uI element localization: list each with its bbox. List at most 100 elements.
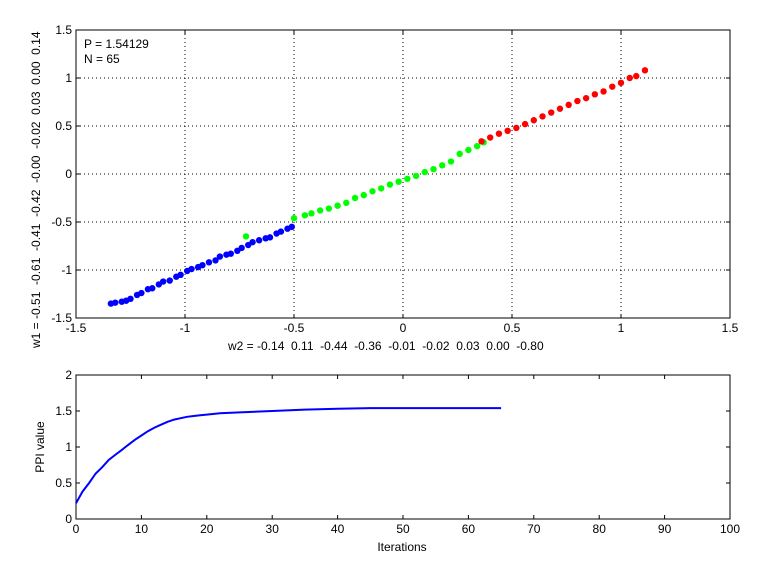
ppi-y-axis-label: PPI value bbox=[33, 421, 47, 473]
scatter-point bbox=[288, 223, 296, 230]
scatter-point bbox=[574, 97, 581, 105]
scatter-point bbox=[325, 205, 333, 212]
scatter-point bbox=[626, 74, 633, 82]
scatter-point bbox=[539, 113, 546, 120]
ppi-x-tick-label: 50 bbox=[396, 522, 410, 536]
scatter-point bbox=[495, 130, 503, 137]
ppi-x-tick-label: 20 bbox=[200, 522, 214, 536]
scatter-y-axis-label: w1 = -0.51 -0.61 -0.41 -0.42 -0.00 -0.02… bbox=[29, 31, 43, 349]
ppi-y-tick-label: 0.5 bbox=[55, 476, 72, 490]
scatter-point bbox=[609, 83, 616, 90]
scatter-point bbox=[266, 234, 274, 241]
ppi-x-ticks: 0 10 20 30 40 50 60 70 80 90 100 bbox=[73, 375, 740, 536]
scatter-y-ticks: -1.5 -1 -0.5 0 0.5 1 1.5 bbox=[51, 23, 730, 325]
scatter-point bbox=[227, 250, 234, 257]
scatter-series-0 bbox=[107, 223, 296, 307]
scatter-point bbox=[465, 146, 472, 154]
ppi-y-ticks: 0 0.5 1 1.5 2 bbox=[55, 368, 730, 526]
ppi-x-axis-label: Iterations bbox=[377, 540, 426, 554]
ppi-x-tick-label: 70 bbox=[527, 522, 541, 536]
ppi-line bbox=[75, 407, 502, 504]
scatter-point bbox=[530, 117, 537, 124]
scatter-series-1 bbox=[242, 139, 487, 240]
scatter-y-tick-label: -0.5 bbox=[51, 215, 72, 229]
scatter-x-axis-label: w2 = -0.14 0.11 -0.44 -0.36 -0.01 -0.02 … bbox=[227, 339, 544, 353]
scatter-point bbox=[447, 158, 455, 165]
scatter-y-tick-label: 1 bbox=[65, 71, 72, 85]
scatter-points bbox=[107, 67, 649, 307]
scatter-point bbox=[351, 194, 359, 202]
ppi-x-tick-label: 40 bbox=[331, 522, 345, 536]
scatter-point bbox=[149, 285, 156, 292]
scatter-point bbox=[242, 233, 250, 240]
scatter-x-tick-label: 1 bbox=[618, 321, 625, 335]
scatter-point bbox=[369, 188, 376, 195]
scatter-point bbox=[199, 262, 206, 269]
scatter-point bbox=[521, 120, 529, 128]
scatter-point bbox=[556, 105, 564, 112]
scatter-point bbox=[177, 271, 184, 278]
annotation-n-value: N = 65 bbox=[84, 52, 120, 66]
scatter-y-tick-label: 0 bbox=[65, 167, 72, 181]
scatter-point bbox=[473, 142, 481, 150]
scatter-point bbox=[439, 162, 446, 169]
ppi-series-line-0 bbox=[75, 407, 502, 504]
scatter-point bbox=[138, 289, 145, 297]
scatter-point bbox=[633, 72, 640, 80]
scatter-point bbox=[160, 278, 167, 285]
scatter-point bbox=[600, 88, 607, 95]
scatter-y-tick-label: -1.5 bbox=[51, 311, 72, 325]
scatter-point bbox=[478, 138, 485, 145]
scatter-point bbox=[565, 101, 572, 109]
scatter-y-tick-label: -1 bbox=[61, 263, 72, 277]
scatter-point bbox=[487, 134, 494, 141]
scatter-point bbox=[513, 124, 520, 132]
ppi-y-tick-label: 2 bbox=[65, 368, 72, 382]
ppi-axes-box bbox=[75, 374, 731, 520]
ppi-y-tick-label: 0 bbox=[65, 512, 72, 526]
ppi-x-tick-label: 100 bbox=[720, 522, 740, 536]
scatter-x-tick-label: 0 bbox=[400, 321, 407, 335]
ppi-y-tick-label: 1.5 bbox=[55, 404, 72, 418]
annotation-p-value: P = 1.54129 bbox=[84, 37, 149, 51]
scatter-x-tick-label: -1.5 bbox=[66, 321, 87, 335]
ppi-x-tick-label: 30 bbox=[266, 522, 280, 536]
scatter-point bbox=[112, 299, 119, 306]
scatter-point bbox=[249, 238, 256, 246]
scatter-point bbox=[277, 228, 285, 235]
scatter-point bbox=[216, 253, 224, 260]
scatter-x-ticks: -1.5 -1 -0.5 0 0.5 1 1.5 bbox=[66, 30, 739, 335]
scatter-point bbox=[582, 94, 590, 102]
ppi-line-plot: 0 10 20 30 40 50 60 70 80 90 100 0 0.5 1 1.5 2 Iterati… bbox=[33, 368, 740, 554]
scatter-point bbox=[334, 202, 341, 209]
scatter-point bbox=[641, 67, 649, 74]
scatter-point bbox=[395, 178, 402, 185]
scatter-x-tick-label: 0.5 bbox=[504, 321, 521, 335]
scatter-point bbox=[421, 168, 428, 176]
scatter-x-tick-label: -1 bbox=[180, 321, 191, 335]
scatter-point bbox=[591, 91, 599, 98]
scatter-point bbox=[456, 150, 463, 158]
scatter-point bbox=[430, 166, 437, 173]
scatter-point bbox=[212, 257, 219, 264]
scatter-point bbox=[404, 175, 411, 182]
scatter-point bbox=[188, 265, 195, 273]
scatter-point bbox=[378, 185, 385, 192]
ppi-x-tick-label: 80 bbox=[593, 522, 607, 536]
scatter-point bbox=[343, 199, 350, 206]
scatter-point bbox=[301, 212, 309, 219]
scatter-y-tick-label: 1.5 bbox=[55, 23, 72, 37]
scatter-plot: -1.5 -1 -0.5 0 0.5 1 1.5 -1.5 -1 -0.5 0 0.5 1 1.5 P … bbox=[29, 23, 739, 353]
ppi-y-tick-label: 1 bbox=[65, 440, 72, 454]
scatter-point bbox=[205, 259, 213, 266]
ppi-x-tick-label: 60 bbox=[462, 522, 476, 536]
scatter-y-tick-label: 0.5 bbox=[55, 119, 72, 133]
scatter-x-tick-label: -0.5 bbox=[284, 321, 305, 335]
scatter-point bbox=[360, 191, 367, 199]
scatter-point bbox=[504, 127, 511, 134]
scatter-point bbox=[290, 214, 298, 222]
scatter-point bbox=[127, 295, 134, 302]
scatter-point bbox=[617, 79, 625, 87]
scatter-point bbox=[255, 237, 263, 244]
